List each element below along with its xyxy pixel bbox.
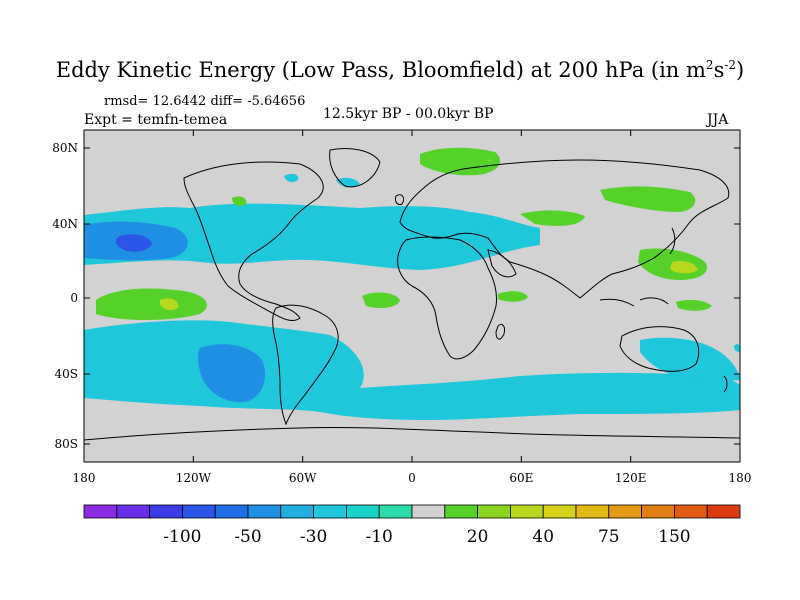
coastlines [84,148,740,441]
positive-anomaly-core [160,298,179,311]
colorbar-label: -50 [234,527,261,547]
colorbar-swatch [345,504,380,519]
colorbar-label: 40 [532,527,554,547]
colorbar: -100 -50 -30 -10 20 40 75 150 [83,504,741,547]
experiment-label: Expt = temfn-temea [84,112,228,128]
lat-label: 40S [55,367,79,381]
positive-anomaly-patch [96,288,207,320]
colorbar-swatch [674,504,708,519]
stats-label: rmsd= 12.6442 diff= -5.64656 [104,94,306,109]
colorbar-swatch [313,504,347,519]
colorbar-label: 75 [598,527,620,547]
lon-label: 120E [615,471,647,485]
negative-anomaly-patch [734,344,740,352]
positive-anomaly-patch [498,291,528,302]
positive-anomaly-core [670,260,698,274]
lon-label: 180 [73,471,96,485]
negative-anomaly-patch [336,177,360,188]
latitude-axis: 80N 40N 0 40S 80S [52,141,740,451]
positive-anomaly-patch [232,196,247,206]
positive-anomaly-patch [362,292,400,308]
colorbar-label: 150 [658,527,690,547]
negative-anomaly-core-south [197,344,266,403]
colorbar-swatch [247,504,282,519]
negative-anomaly-band-north [84,203,540,270]
lat-label: 0 [70,291,78,305]
colorbar-swatch [575,504,610,519]
positive-anomaly-patch [520,210,585,226]
colorbar-label: -30 [300,527,327,547]
period-label: 12.5kyr BP - 00.0kyr BP [323,106,494,122]
contour-field [84,130,740,462]
lon-label: 120W [176,471,212,485]
season-label: JJA [707,112,729,128]
colorbar-label: -100 [163,527,201,547]
negative-anomaly-patch [284,173,299,183]
lat-label: 80N [52,141,78,155]
colorbar-swatch [542,504,577,519]
colorbar-swatch [116,504,151,519]
negative-anomaly-deep-north [115,234,152,252]
positive-anomaly-patch [420,147,501,176]
colorbar-swatch [641,504,675,519]
colorbar-swatch [608,504,642,519]
longitude-axis: 180 120W 60W 0 60E 120E 180 [73,130,752,485]
lon-label: 180 [729,471,752,485]
colorbar-label: 20 [467,527,489,547]
colorbar-swatch [83,504,118,519]
colorbar-swatch [181,504,216,519]
colorbar-swatch [706,504,741,519]
colorbar-swatch [280,504,314,519]
positive-anomaly-patch [600,186,696,212]
lon-label: 60E [509,471,533,485]
colorbar-label: -10 [366,527,393,547]
figure-title: Eddy Kinetic Energy (Low Pass, Bloomfiel… [55,58,745,82]
colorbar-swatch [378,504,413,519]
lon-label: 0 [408,471,416,485]
colorbar-swatch [509,504,544,519]
lat-label: 80S [55,437,79,451]
positive-anomaly-patch [676,299,712,311]
colorbar-swatch [477,504,511,519]
colorbar-swatch [411,504,446,519]
colorbar-swatch [444,504,478,519]
colorbar-swatch [214,504,249,519]
colorbar-swatch [149,504,183,519]
lat-label: 40N [52,217,78,231]
lon-label: 60W [289,471,317,485]
